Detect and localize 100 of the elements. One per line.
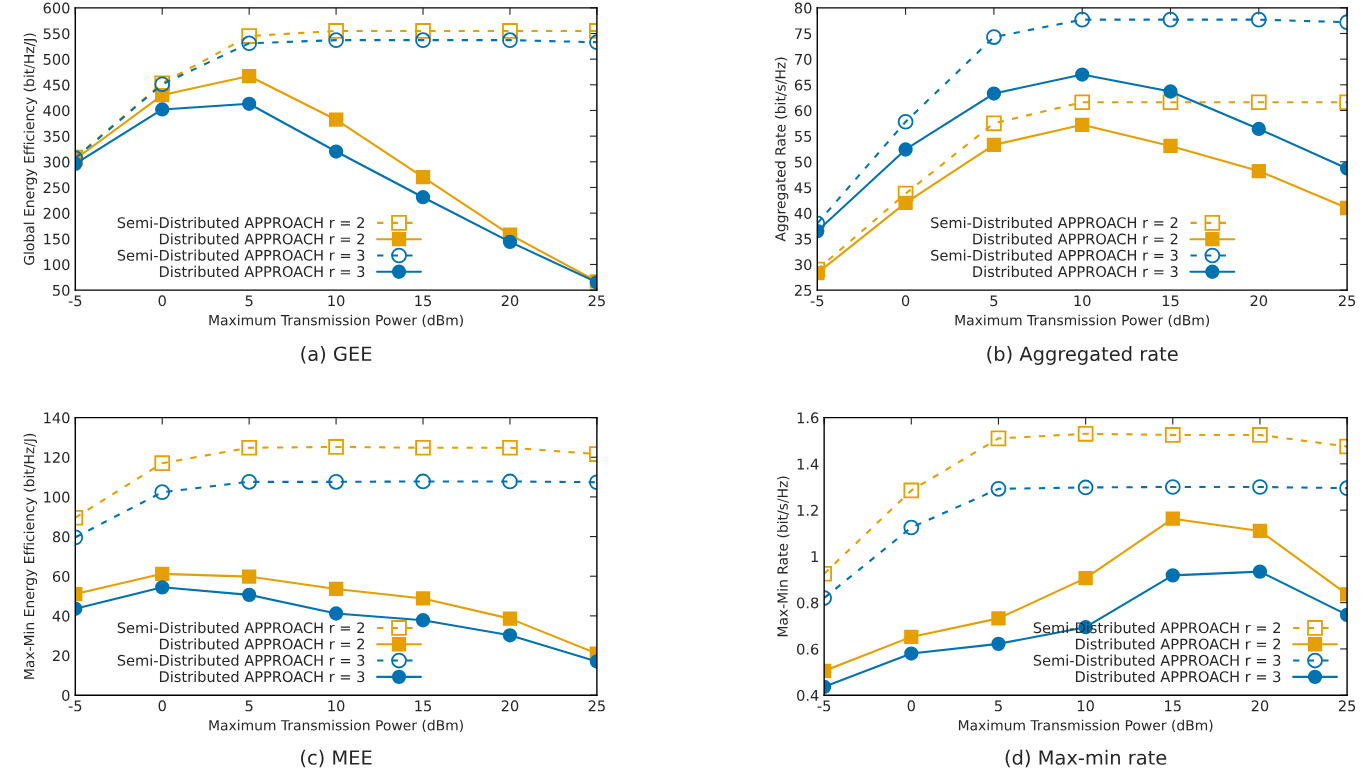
- point: [415, 439, 431, 456]
- point: [155, 580, 170, 595]
- point: [241, 473, 258, 490]
- x-tick-label: -5: [817, 700, 831, 712]
- point: [328, 23, 344, 39]
- y-tick-label: 1: [811, 551, 818, 562]
- point: [903, 482, 920, 499]
- x-tick-label: 10: [328, 700, 345, 712]
- x-axis-title: Maximum Transmission Power (dBm): [955, 314, 1210, 328]
- point: [1252, 479, 1268, 495]
- y-tick-label: 70: [795, 53, 812, 65]
- y-tick-label: 500: [43, 53, 70, 65]
- y-tick-label: 75: [795, 28, 812, 40]
- x-tick-label: 25: [588, 295, 605, 307]
- y-tick-label: 30: [794, 259, 812, 271]
- y-tick-label: 65: [794, 79, 812, 91]
- text: (c) MEE: [301, 749, 372, 768]
- point: [242, 68, 257, 84]
- point: [1075, 117, 1090, 133]
- legend-label: Distributed APPROACH r = 3: [159, 670, 365, 683]
- point: [1250, 11, 1267, 28]
- x-tick-label: 20: [1250, 295, 1268, 307]
- x-tick-label: 15: [415, 700, 432, 712]
- point: [990, 480, 1007, 497]
- legend-label: Distributed APPROACH r = 3: [159, 265, 365, 278]
- y-tick-label: 50: [53, 284, 70, 296]
- point: [1251, 121, 1266, 137]
- x-tick-label: 5: [245, 295, 253, 307]
- x-tick-label: 0: [158, 700, 166, 712]
- y-tick-label: 350: [43, 130, 70, 142]
- legend-label: Semi-Distributed APPROACH r = 2: [117, 621, 364, 634]
- x-tick-label: 0: [901, 295, 910, 307]
- point: [1162, 94, 1179, 111]
- point: [502, 628, 518, 643]
- y-tick-label: 60: [52, 570, 70, 582]
- x-tick-label: 15: [1165, 700, 1181, 712]
- point: [502, 473, 518, 490]
- point: [241, 35, 258, 52]
- y-tick-label: 1.2: [797, 504, 818, 516]
- y-tick-label: 140: [44, 412, 70, 424]
- x-tick-label: 10: [1077, 700, 1094, 712]
- point: [242, 569, 257, 584]
- y-tick-label: 100: [44, 259, 70, 271]
- point: [415, 23, 431, 39]
- point: [904, 646, 919, 661]
- y-tick-label: 25: [794, 284, 812, 296]
- point: [415, 613, 431, 628]
- legend-label: Distributed APPROACH r = 2: [973, 233, 1178, 245]
- y-tick-label: 400: [43, 105, 70, 117]
- legend-label: Distributed APPROACH r = 2: [159, 638, 365, 650]
- legend-label: Distributed APPROACH r = 2: [1075, 638, 1281, 650]
- x-tick-label: -5: [68, 700, 82, 712]
- y-tick-label: 200: [43, 207, 70, 219]
- point: [1252, 564, 1268, 579]
- point: [1252, 523, 1268, 539]
- legend-label: Semi-Distributed APPROACH r = 3: [931, 249, 1178, 261]
- point: [1250, 94, 1267, 111]
- point: [328, 32, 344, 49]
- point: [155, 102, 170, 117]
- point: [328, 112, 344, 127]
- y-tick-label: 55: [795, 131, 812, 142]
- x-tick-label: 10: [328, 295, 345, 307]
- point: [986, 86, 1002, 101]
- y-tick-label: 35: [794, 233, 812, 245]
- point: [242, 96, 257, 111]
- point: [415, 591, 431, 606]
- y-tick-label: 40: [794, 207, 812, 219]
- point: [1165, 511, 1180, 526]
- point: [415, 473, 431, 490]
- y-tick-label: 0.8: [797, 597, 819, 609]
- point: [242, 587, 257, 603]
- y-tick-label: 60: [794, 105, 812, 117]
- point: [986, 137, 1002, 153]
- point: [502, 611, 518, 626]
- y-tick-label: 0: [62, 689, 70, 701]
- x-tick-label: 20: [501, 700, 519, 712]
- point: [991, 611, 1006, 626]
- x-tick-label: -5: [810, 295, 824, 307]
- y-tick-label: 250: [43, 182, 70, 194]
- legend-label: Distributed APPROACH r = 3: [973, 265, 1178, 278]
- y-axis-title: Aggregated Rate (bit/s/Hz): [774, 57, 789, 242]
- y-tick-label: 120: [44, 451, 70, 463]
- x-tick-label: 5: [994, 700, 1002, 712]
- point: [991, 636, 1006, 651]
- legend-label: Semi-Distributed APPROACH r = 3: [117, 249, 365, 261]
- y-tick-label: 1.4: [797, 458, 819, 470]
- x-tick-label: 15: [415, 295, 432, 307]
- y-tick-label: 100: [44, 491, 70, 503]
- y-tick-label: 50: [795, 156, 812, 168]
- point: [502, 234, 518, 250]
- x-axis-title: Maximum Transmission Power (dBm): [209, 314, 463, 328]
- y-tick-label: 300: [43, 156, 70, 168]
- point: [1252, 427, 1268, 443]
- x-tick-label: 10: [1074, 295, 1091, 307]
- point: [328, 144, 344, 159]
- x-tick-label: 15: [1162, 295, 1179, 307]
- point: [415, 32, 431, 49]
- point: [328, 606, 344, 621]
- legend-label: Semi-Distributed APPROACH r = 3: [117, 654, 365, 666]
- point: [241, 439, 258, 456]
